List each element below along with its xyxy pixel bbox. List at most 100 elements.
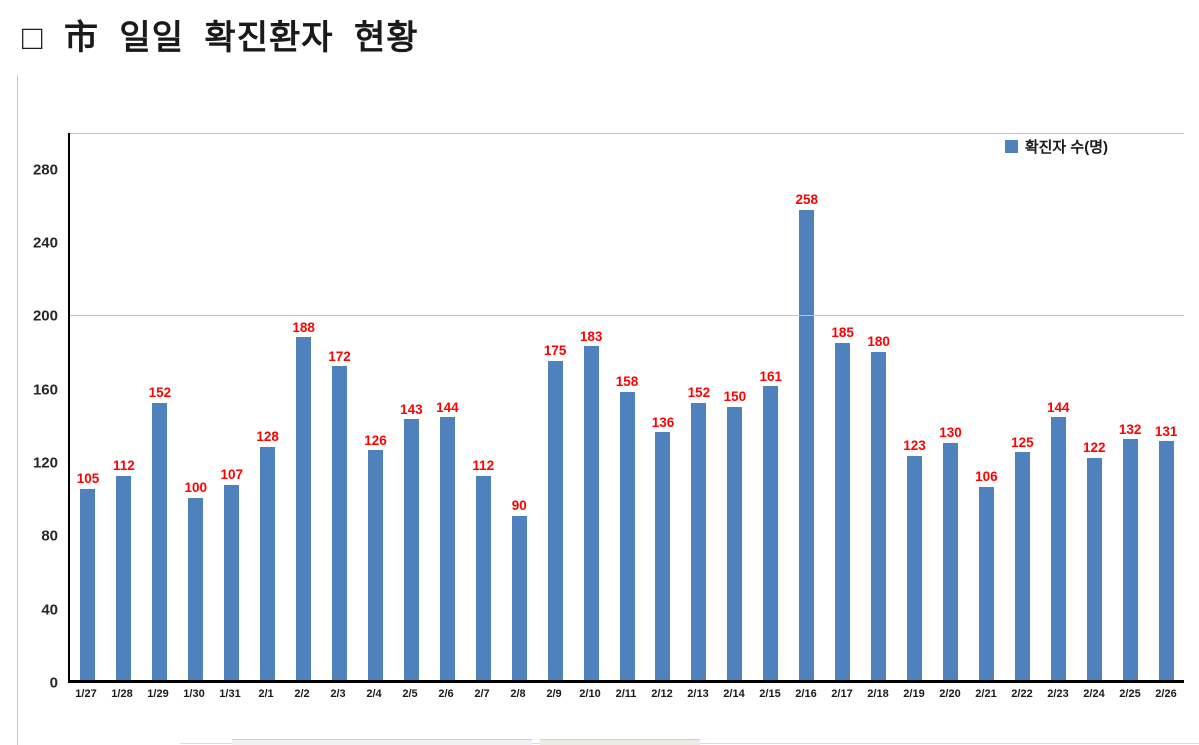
x-axis-label: 2/26 (1155, 688, 1177, 700)
bar (80, 488, 96, 680)
x-axis-label: 2/21 (975, 688, 997, 700)
bar (691, 402, 707, 680)
gridline (70, 315, 1184, 317)
bar-value-label: 161 (759, 368, 783, 384)
bar-column: 161 (753, 133, 789, 680)
bar (188, 497, 204, 680)
bar-value-label: 90 (511, 498, 527, 514)
bar-column: 185 (825, 133, 861, 680)
bar-column: 136 (645, 133, 681, 680)
bar-value-label: 125 (1011, 434, 1034, 450)
bar-value-label: 143 (400, 401, 423, 417)
bar-column: 175 (537, 133, 573, 680)
bar (511, 515, 527, 680)
bar-column: 122 (1076, 133, 1112, 680)
y-axis-tick-label: 200 (32, 307, 58, 325)
y-axis-tick-label: 240 (32, 234, 58, 252)
x-axis-label: 2/14 (723, 688, 745, 700)
bar (332, 366, 348, 680)
bar-value-label: 172 (328, 348, 351, 364)
bar-column: 112 (465, 133, 501, 680)
x-axis-label: 1/30 (183, 688, 205, 700)
x-axis-label: 2/2 (294, 688, 310, 700)
bar (260, 446, 276, 680)
x-axis-label: 2/20 (939, 688, 961, 700)
xaxis-labels: 1/27 1/28 1/29 1/30 1/31 2/1 2/2 2/3 2/4 2/5 2/6 2/… (68, 688, 1184, 700)
bar-value-label: 130 (939, 425, 962, 441)
bar-column: 132 (1112, 133, 1148, 680)
x-axis-label: 2/25 (1119, 688, 1141, 700)
bar-column: 143 (393, 133, 429, 680)
x-axis-label: 1/27 (75, 688, 97, 700)
x-axis-label: 2/9 (546, 688, 562, 700)
bar-column: 105 (70, 133, 106, 680)
bars-row: 105 112 152 100 107 128 188 172 126 143 144 112 90 17… (70, 133, 1184, 680)
bar (942, 442, 958, 680)
y-axis-tick-label: 120 (32, 454, 58, 472)
x-axis-label: 2/4 (366, 688, 382, 700)
bar-value-label: 131 (1154, 423, 1178, 439)
bar (1050, 417, 1066, 680)
bar-column: 130 (933, 133, 969, 680)
x-axis-label: 2/19 (903, 688, 925, 700)
bar-value-label: 158 (615, 374, 639, 390)
bar (1158, 441, 1174, 680)
x-axis-label: 2/23 (1047, 688, 1069, 700)
bar-value-label: 123 (903, 438, 926, 454)
x-axis-label: 2/17 (831, 688, 853, 700)
x-axis-label: 2/18 (867, 688, 889, 700)
bar (1122, 439, 1138, 680)
bar-column: 100 (178, 133, 214, 680)
legend-label: 확진자 수(명) (1024, 139, 1108, 156)
bar-column: 112 (106, 133, 142, 680)
page-edge-artifact (540, 739, 700, 745)
bar (871, 351, 887, 680)
bar-column: 158 (609, 133, 645, 680)
bar-value-label: 112 (472, 458, 495, 474)
bar-value-label: 132 (1118, 421, 1142, 437)
bar-column: 150 (717, 133, 753, 680)
bar-chart: 확진자 수(명) 0 40 80 120 160 200 240 280 105 112 152 1… (20, 133, 1186, 700)
bar (403, 419, 419, 680)
bar-value-label: 185 (831, 325, 854, 341)
x-axis-label: 2/22 (1011, 688, 1033, 700)
bar-column: 152 (142, 133, 178, 680)
bar-value-label: 126 (364, 432, 387, 448)
x-axis-label: 2/8 (510, 688, 526, 700)
bar-column: 106 (968, 133, 1004, 680)
bar-column: 258 (789, 133, 825, 680)
bar-value-label: 100 (184, 480, 208, 496)
bar-value-label: 152 (687, 385, 711, 401)
x-axis-label: 2/1 (258, 688, 274, 700)
bar-column: 125 (1004, 133, 1040, 680)
bar-value-label: 150 (723, 389, 747, 404)
bar (439, 417, 455, 680)
x-axis-label: 2/5 (402, 688, 418, 700)
bar-column: 131 (1148, 133, 1184, 680)
bar (799, 209, 815, 680)
bar-value-label: 144 (436, 399, 459, 415)
x-axis-label: 2/11 (615, 688, 637, 700)
bar-column: 123 (897, 133, 933, 680)
gridline (70, 133, 1184, 134)
bar (475, 475, 491, 680)
bar (1086, 457, 1102, 680)
y-axis-tick-label: 80 (41, 527, 58, 545)
x-axis-label: 1/28 (111, 688, 133, 700)
bar-value-label: 180 (867, 334, 890, 350)
bar-column: 144 (429, 133, 465, 680)
y-axis-tick-label: 40 (41, 601, 58, 619)
page-edge-line (17, 75, 18, 745)
bar-value-label: 107 (220, 467, 243, 483)
y-axis-tick-label: 0 (49, 674, 58, 692)
x-axis-label: 2/3 (330, 688, 346, 700)
bar (619, 391, 635, 680)
bar-value-label: 105 (76, 471, 100, 487)
y-axis-tick-label: 280 (32, 161, 58, 179)
bar-value-label: 183 (579, 328, 603, 344)
bar (727, 406, 743, 680)
x-axis-label: 2/10 (579, 688, 601, 700)
bar-value-label: 175 (543, 343, 567, 359)
bar-column: 183 (573, 133, 609, 680)
bar-value-label: 188 (292, 319, 315, 335)
